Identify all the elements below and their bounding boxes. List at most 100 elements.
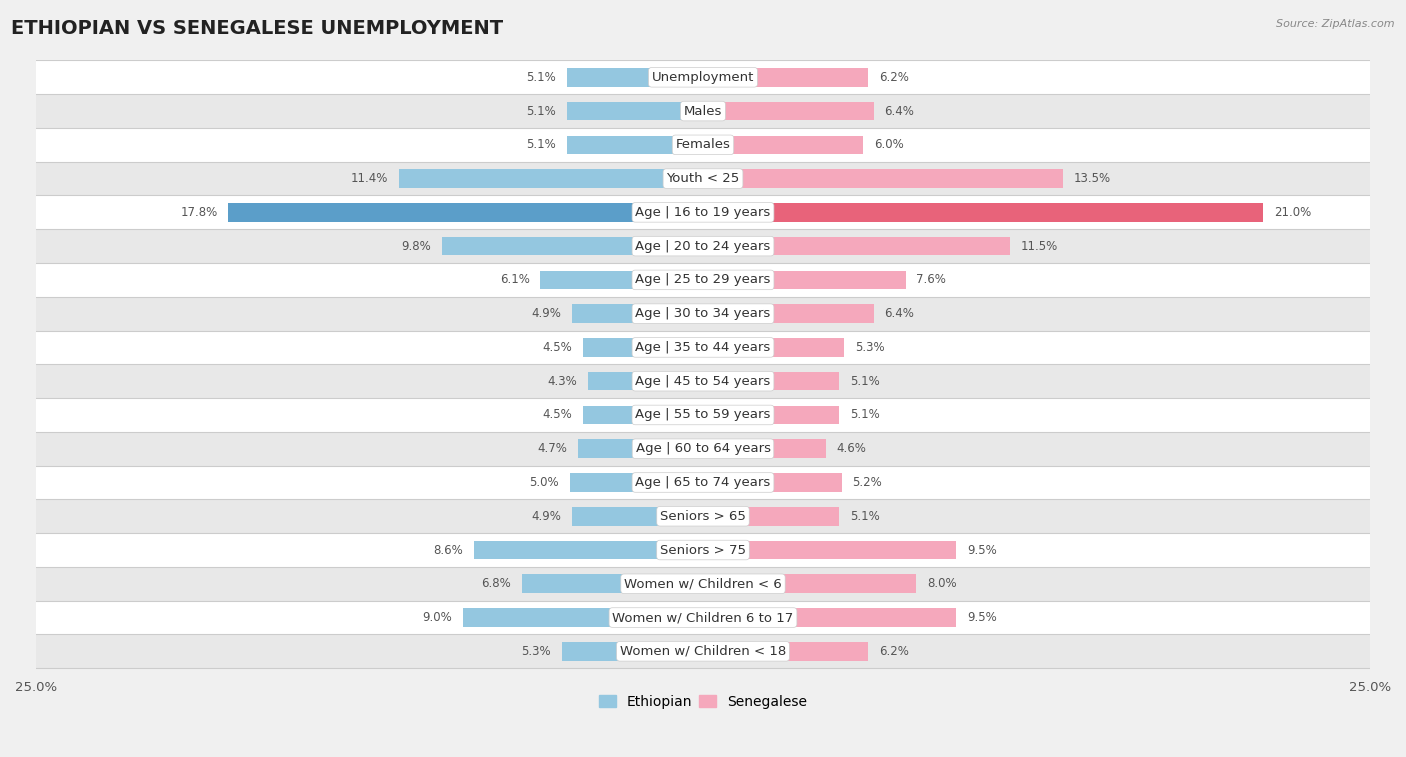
Bar	[703, 406, 839, 424]
Text: Women w/ Children < 18: Women w/ Children < 18	[620, 645, 786, 658]
Text: 6.2%: 6.2%	[879, 645, 908, 658]
Bar	[37, 600, 1369, 634]
Bar	[37, 431, 1369, 466]
Text: Source: ZipAtlas.com: Source: ZipAtlas.com	[1277, 19, 1395, 29]
Bar	[37, 500, 1369, 533]
Bar	[567, 68, 703, 86]
Bar	[37, 466, 1369, 500]
Bar	[37, 162, 1369, 195]
Text: 5.0%: 5.0%	[529, 476, 560, 489]
Text: 4.3%: 4.3%	[548, 375, 578, 388]
Bar	[703, 237, 1010, 255]
Bar	[37, 364, 1369, 398]
Text: 5.1%: 5.1%	[849, 509, 880, 523]
Text: 13.5%: 13.5%	[1074, 172, 1111, 185]
Text: 5.1%: 5.1%	[849, 375, 880, 388]
Text: Youth < 25: Youth < 25	[666, 172, 740, 185]
Bar	[703, 507, 839, 525]
Text: 4.5%: 4.5%	[543, 409, 572, 422]
Text: 5.2%: 5.2%	[852, 476, 882, 489]
Bar	[703, 304, 873, 323]
Bar	[703, 372, 839, 391]
Text: Age | 20 to 24 years: Age | 20 to 24 years	[636, 240, 770, 253]
Text: 5.1%: 5.1%	[526, 139, 557, 151]
Text: Age | 16 to 19 years: Age | 16 to 19 years	[636, 206, 770, 219]
Text: Unemployment: Unemployment	[652, 71, 754, 84]
Bar	[703, 101, 873, 120]
Bar	[37, 634, 1369, 668]
Text: Age | 55 to 59 years: Age | 55 to 59 years	[636, 409, 770, 422]
Text: 9.8%: 9.8%	[401, 240, 430, 253]
Text: 6.1%: 6.1%	[499, 273, 530, 286]
Bar	[37, 94, 1369, 128]
Bar	[572, 304, 703, 323]
Bar	[703, 203, 1263, 222]
Text: 9.5%: 9.5%	[967, 611, 997, 624]
Bar	[567, 101, 703, 120]
Bar	[522, 575, 703, 593]
Bar	[583, 338, 703, 357]
Bar	[37, 398, 1369, 431]
Bar	[588, 372, 703, 391]
Legend: Ethiopian, Senegalese: Ethiopian, Senegalese	[593, 689, 813, 714]
Text: 5.3%: 5.3%	[522, 645, 551, 658]
Text: 5.1%: 5.1%	[849, 409, 880, 422]
Text: 7.6%: 7.6%	[917, 273, 946, 286]
Bar	[540, 270, 703, 289]
Text: 4.9%: 4.9%	[531, 509, 561, 523]
Text: 6.4%: 6.4%	[884, 307, 914, 320]
Bar	[37, 229, 1369, 263]
Text: ETHIOPIAN VS SENEGALESE UNEMPLOYMENT: ETHIOPIAN VS SENEGALESE UNEMPLOYMENT	[11, 19, 503, 38]
Bar	[569, 473, 703, 492]
Bar	[474, 540, 703, 559]
Bar	[703, 270, 905, 289]
Text: 4.7%: 4.7%	[537, 442, 567, 455]
Text: Age | 35 to 44 years: Age | 35 to 44 years	[636, 341, 770, 354]
Bar	[37, 263, 1369, 297]
Bar	[703, 170, 1063, 188]
Text: 21.0%: 21.0%	[1274, 206, 1312, 219]
Bar	[703, 609, 956, 627]
Text: Seniors > 75: Seniors > 75	[659, 544, 747, 556]
Bar	[703, 136, 863, 154]
Bar	[703, 473, 842, 492]
Bar	[37, 195, 1369, 229]
Text: 11.5%: 11.5%	[1021, 240, 1057, 253]
Bar	[703, 338, 845, 357]
Text: Age | 25 to 29 years: Age | 25 to 29 years	[636, 273, 770, 286]
Text: Women w/ Children 6 to 17: Women w/ Children 6 to 17	[613, 611, 793, 624]
Text: Age | 60 to 64 years: Age | 60 to 64 years	[636, 442, 770, 455]
Text: 6.0%: 6.0%	[873, 139, 904, 151]
Text: Age | 30 to 34 years: Age | 30 to 34 years	[636, 307, 770, 320]
Bar	[37, 567, 1369, 600]
Bar	[703, 68, 869, 86]
Text: 6.8%: 6.8%	[481, 578, 510, 590]
Text: Males: Males	[683, 104, 723, 117]
Bar	[703, 540, 956, 559]
Text: 4.6%: 4.6%	[837, 442, 866, 455]
Bar	[37, 331, 1369, 364]
Bar	[703, 439, 825, 458]
Text: 9.5%: 9.5%	[967, 544, 997, 556]
Bar	[561, 642, 703, 661]
Text: 8.6%: 8.6%	[433, 544, 463, 556]
Bar	[37, 533, 1369, 567]
Bar	[37, 297, 1369, 331]
Bar	[567, 136, 703, 154]
Bar	[399, 170, 703, 188]
Bar	[37, 128, 1369, 162]
Bar	[578, 439, 703, 458]
Text: 8.0%: 8.0%	[927, 578, 956, 590]
Bar	[572, 507, 703, 525]
Text: 5.1%: 5.1%	[526, 71, 557, 84]
Bar	[463, 609, 703, 627]
Text: Seniors > 65: Seniors > 65	[659, 509, 747, 523]
Bar	[441, 237, 703, 255]
Text: 17.8%: 17.8%	[180, 206, 218, 219]
Bar	[37, 61, 1369, 94]
Text: 5.1%: 5.1%	[526, 104, 557, 117]
Bar	[703, 575, 917, 593]
Bar	[703, 642, 869, 661]
Text: 11.4%: 11.4%	[352, 172, 388, 185]
Text: Age | 65 to 74 years: Age | 65 to 74 years	[636, 476, 770, 489]
